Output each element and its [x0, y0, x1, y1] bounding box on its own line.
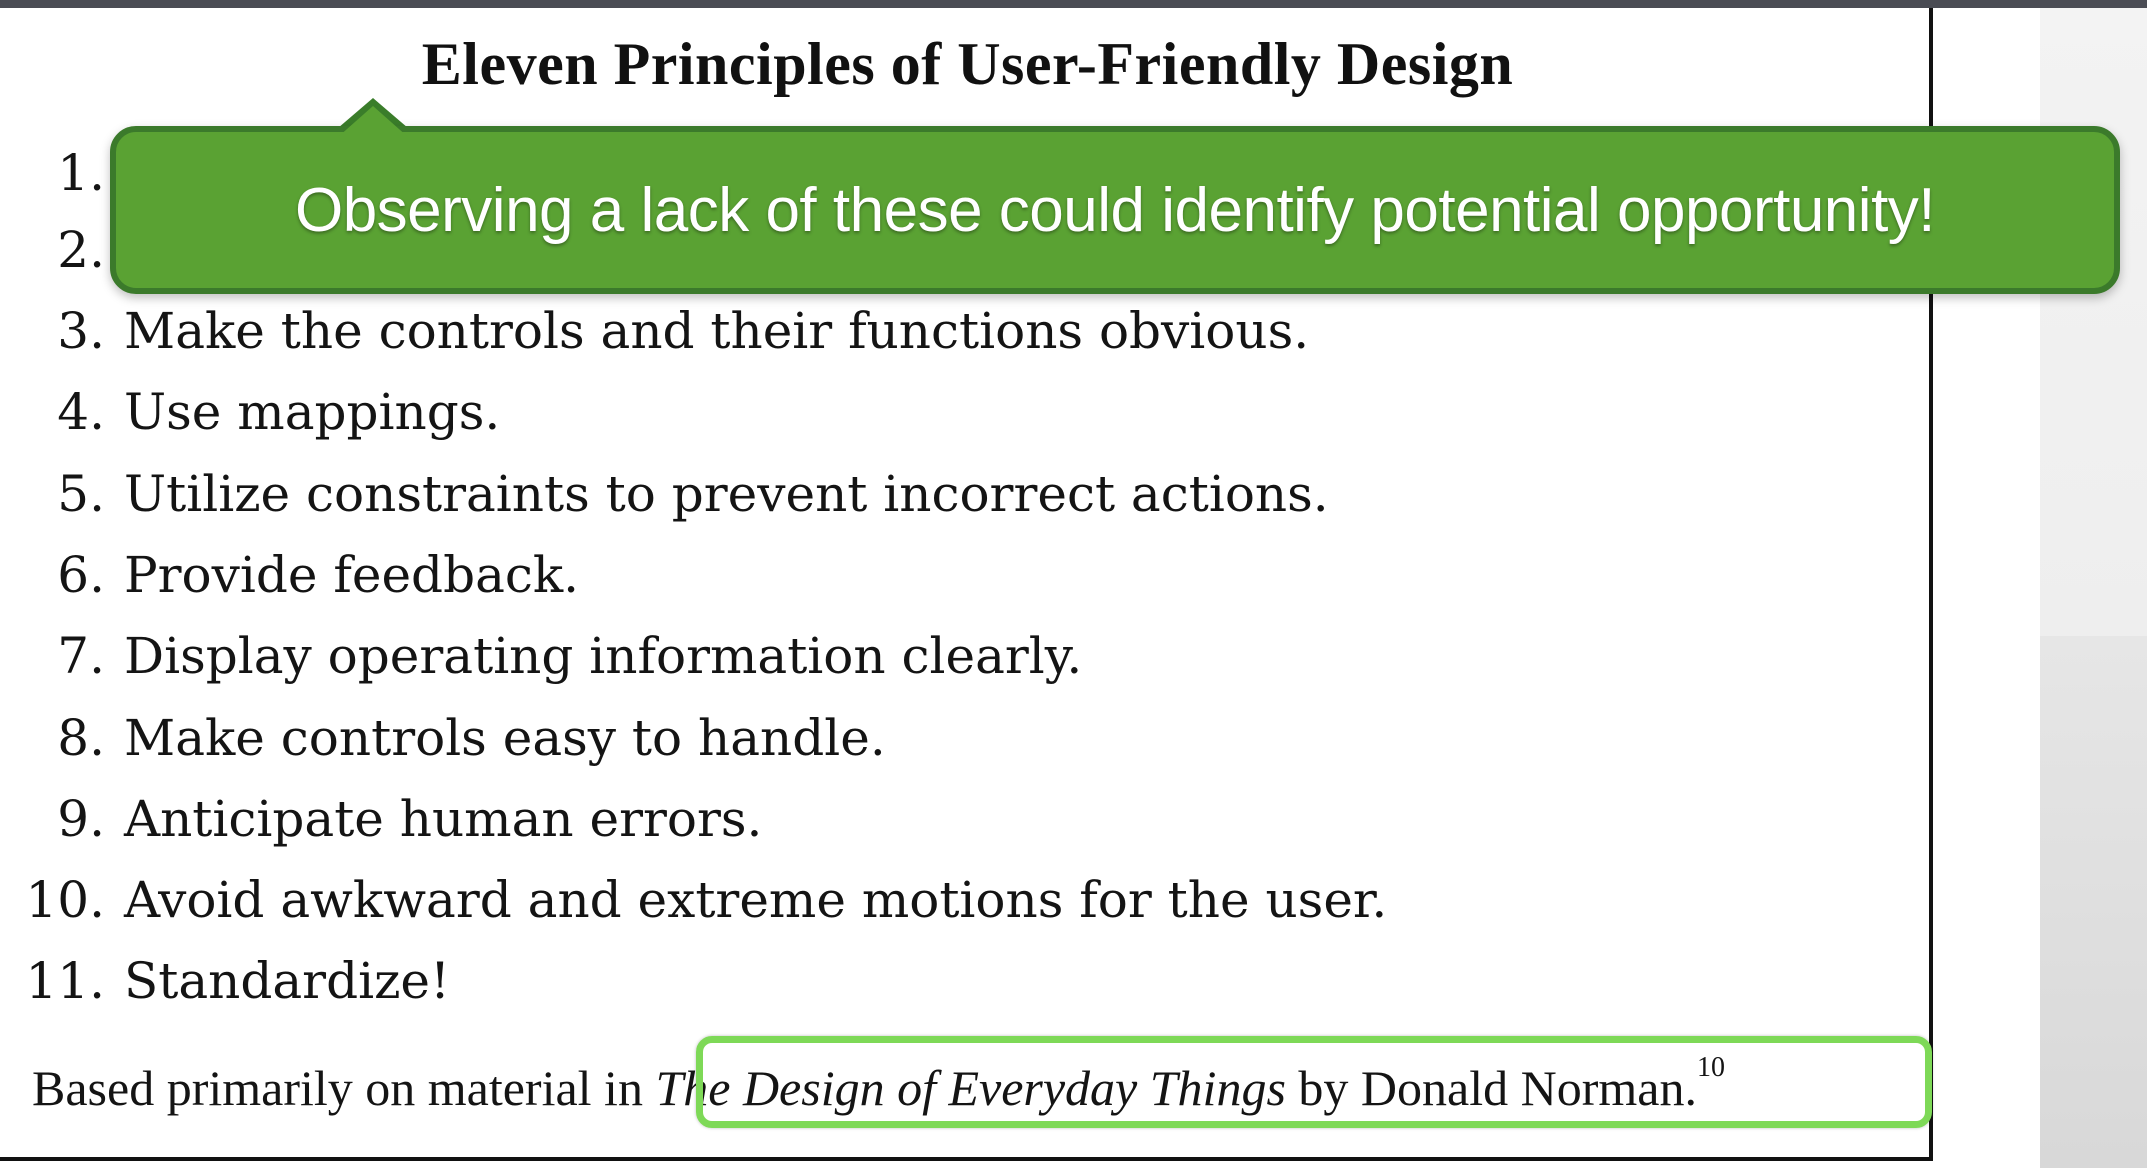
- page-border-right: [1929, 8, 1933, 1158]
- citation-suffix: by Donald Norman.: [1285, 1060, 1697, 1116]
- item-text: Avoid awkward and extreme motions for th…: [124, 871, 1388, 929]
- source-citation: Based primarily on material in The Desig…: [32, 1048, 1725, 1128]
- item-number: 4.: [57, 383, 105, 441]
- item-number: 9.: [57, 790, 105, 848]
- citation-prefix: Based primarily on material in: [32, 1060, 656, 1116]
- citation-highlight-box: [696, 1036, 1932, 1128]
- item-text: Make controls easy to handle.: [124, 709, 886, 767]
- page-border-bottom: [0, 1157, 1933, 1161]
- document-title: Eleven Principles of User-Friendly Desig…: [421, 31, 1514, 97]
- footnote-marker: 10: [1696, 1052, 1725, 1083]
- item-text: Anticipate human errors.: [124, 790, 763, 848]
- callout-bubble: Observing a lack of these could identify…: [110, 126, 2120, 294]
- top-bar: [0, 0, 2147, 8]
- item-number: 6.: [57, 546, 105, 604]
- callout-text: Observing a lack of these could identify…: [294, 175, 1936, 245]
- item-text: Display operating information clearly.: [124, 627, 1083, 685]
- item-text: Make the controls and their functions ob…: [124, 302, 1310, 360]
- item-text: Standardize!: [124, 952, 451, 1010]
- item-number: 5.: [57, 465, 105, 523]
- item-number: 11.: [25, 952, 105, 1010]
- item-number: 7.: [57, 627, 105, 685]
- side-panel-shadow: [2040, 636, 2147, 1168]
- item-text: Provide feedback.: [124, 546, 580, 604]
- item-number: 8.: [57, 709, 105, 767]
- item-number: 2.: [57, 221, 105, 279]
- item-number: 3.: [57, 302, 105, 360]
- book-title: The Design of Everyday Things: [655, 1060, 1286, 1116]
- item-text: Use mappings.: [124, 383, 501, 441]
- item-text: Utilize constraints to prevent incorrect…: [124, 465, 1329, 523]
- callout-pointer-fill: [338, 106, 408, 137]
- item-number: 1.: [57, 144, 105, 202]
- item-number: 10.: [25, 871, 105, 929]
